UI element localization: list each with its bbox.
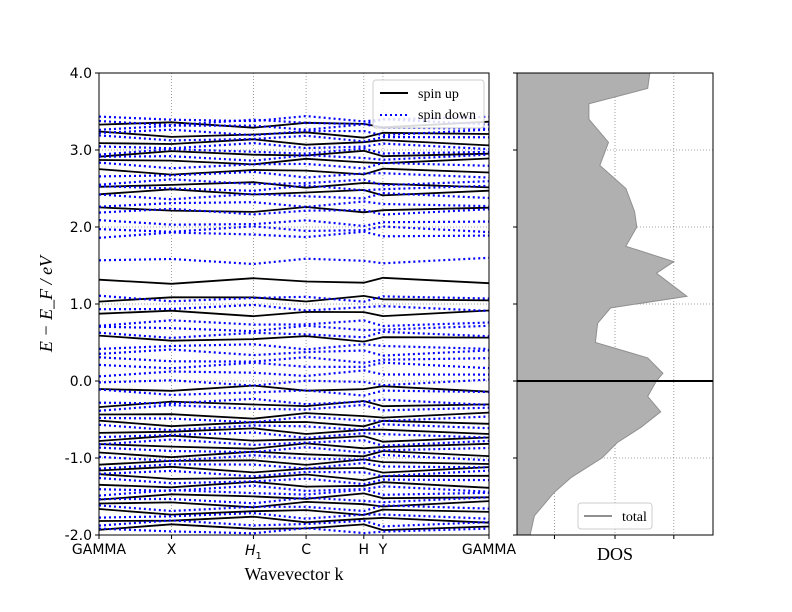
- dos-x-axis-label: DOS: [597, 544, 633, 564]
- legend-label-spin-up: spin up: [418, 87, 459, 102]
- band-line: [98, 384, 490, 393]
- dos-legend: total: [577, 502, 653, 530]
- band-series-spin-up: [98, 120, 490, 532]
- band-legend: spin up spin down: [372, 79, 485, 129]
- band-line: [98, 149, 490, 158]
- band-y-tick-label: 2.0: [70, 220, 92, 236]
- band-x-axis-label: Wavevector k: [245, 564, 344, 584]
- band-y-tick-label: 3.0: [70, 143, 92, 159]
- band-line: [98, 191, 490, 201]
- legend-label-spin-down: spin down: [418, 108, 476, 123]
- band-line: [98, 508, 490, 516]
- band-x-tick-label: C: [301, 542, 311, 558]
- band-line: [98, 480, 490, 489]
- band-line: [98, 309, 490, 318]
- dos-ticks: [513, 72, 675, 539]
- band-y-tick-label: 1.0: [70, 297, 92, 313]
- band-x-tick-label: H1: [245, 543, 262, 562]
- band-line: [98, 519, 490, 528]
- band-x-tick-label: GAMMA: [462, 542, 517, 558]
- band-line: [98, 400, 490, 408]
- band-x-tick-label: H: [359, 542, 370, 558]
- band-line: [98, 488, 490, 497]
- legend-label-total: total: [622, 510, 647, 525]
- band-line: [98, 181, 490, 189]
- band-series-spin-down: [98, 114, 490, 535]
- band-x-ticks: GAMMA X H1 C H Y GAMMA: [72, 535, 517, 562]
- band-line: [98, 130, 490, 139]
- band-x-tick-label: X: [167, 542, 177, 558]
- band-y-tick-label: 4.0: [70, 66, 92, 82]
- band-line: [98, 442, 490, 450]
- band-line: [98, 523, 490, 532]
- band-line: [98, 294, 490, 303]
- band-line: [98, 515, 490, 524]
- band-y-ticks: -2.0 -1.0 0.0 1.0 2.0 3.0 4.0: [65, 66, 99, 544]
- dos-legend-box: [577, 502, 653, 530]
- band-line: [98, 458, 490, 466]
- band-line: [98, 319, 490, 328]
- band-line: [98, 438, 490, 447]
- band-y-tick-label: -2.0: [65, 528, 92, 544]
- band-line: [98, 434, 490, 443]
- band-line: [98, 427, 490, 435]
- band-lines: [98, 114, 490, 535]
- dos-total-area: [516, 72, 689, 536]
- band-x-tick-label: Y: [378, 542, 388, 558]
- band-line: [98, 473, 490, 482]
- band-line: [98, 348, 490, 357]
- band-line: [98, 206, 490, 214]
- band-line: [98, 419, 490, 428]
- band-line: [98, 161, 490, 170]
- band-line: [98, 334, 490, 343]
- band-line: [98, 147, 490, 156]
- band-line: [98, 178, 490, 187]
- band-y-tick-label: -1.0: [65, 451, 92, 467]
- band-line: [98, 492, 490, 501]
- band-x-tick-label: GAMMA: [72, 542, 127, 558]
- band-y-tick-label: 0.0: [70, 374, 92, 390]
- band-line: [98, 504, 490, 513]
- band-line: [98, 403, 490, 412]
- band-line: [98, 167, 490, 176]
- band-y-axis-label: E − E_F / eV: [36, 254, 56, 353]
- band-line: [98, 388, 490, 397]
- dos-panel: total DOS: [513, 72, 714, 564]
- band-line: [98, 450, 490, 459]
- band-line: [98, 294, 490, 303]
- band-line: [98, 276, 490, 285]
- band-line: [98, 465, 490, 474]
- band-line: [98, 423, 490, 432]
- band-line: [98, 138, 490, 147]
- band-line: [98, 330, 490, 340]
- band-structure-panel: -2.0-1.00.01.02.03.04.0 GAMMA X H1 C H Y GAMMA…: [36, 66, 516, 584]
- band-line: [98, 411, 490, 420]
- band-line: [98, 188, 490, 197]
